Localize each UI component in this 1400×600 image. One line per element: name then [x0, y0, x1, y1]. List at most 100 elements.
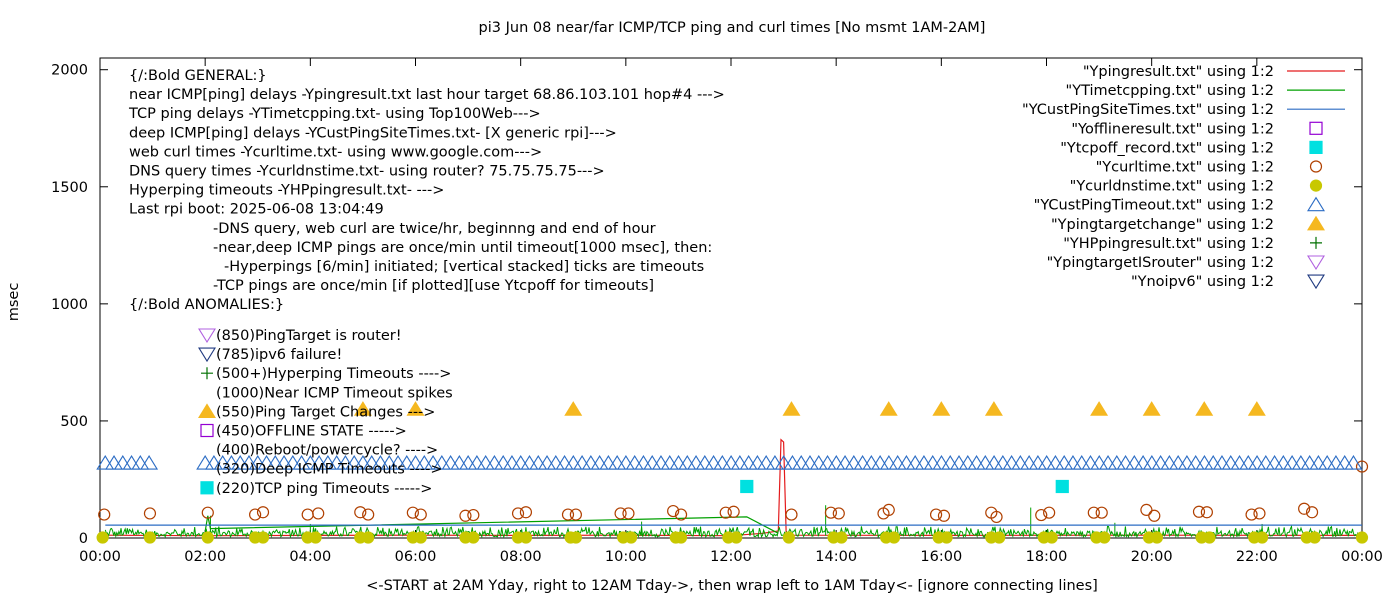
series-marker-5 — [1192, 505, 1206, 518]
custping-timeout-marker — [1099, 455, 1118, 470]
custping-timeout-marker — [555, 455, 574, 470]
y-tick-label: 2000 — [51, 63, 88, 79]
annotation-line: -DNS query, web curl are twice/hr, begin… — [213, 221, 656, 237]
custping-timeout-marker — [879, 455, 898, 470]
y-tick-label: 1000 — [51, 297, 88, 313]
custping-timeout-marker — [546, 455, 565, 470]
custping-timeout-marker — [1318, 455, 1337, 470]
custping-timeout-marker — [283, 455, 302, 470]
x-tick-label: 14:00 — [815, 549, 857, 565]
series-marker-6 — [467, 531, 480, 544]
custping-timeout-marker — [476, 455, 495, 470]
custping-timeout-marker — [1309, 455, 1328, 470]
custping-timeout-marker — [231, 455, 250, 470]
series-marker-5 — [201, 506, 214, 519]
custping-timeout-marker — [1300, 455, 1319, 470]
custping-timeout-marker — [1177, 455, 1196, 470]
custping-timeout-marker — [1221, 455, 1240, 470]
series-marker-5 — [1095, 506, 1108, 519]
series-line-1 — [204, 515, 779, 534]
custping-timeout-marker — [809, 455, 828, 470]
series-marker-6 — [1150, 531, 1164, 544]
anomaly-line: (550)Ping Target Changes ---> — [216, 404, 435, 420]
custping-timeout-marker — [1248, 455, 1267, 470]
custping-timeout-marker — [1107, 455, 1126, 470]
custping-timeout-marker — [967, 455, 986, 470]
anomaly-line: (220)TCP ping Timeouts -----> — [216, 481, 432, 497]
custping-timeout-marker — [327, 455, 346, 470]
custping-timeout-marker — [1142, 455, 1161, 470]
custping-timeout-marker — [976, 455, 995, 470]
series-marker-6 — [201, 531, 214, 544]
series-marker-5 — [312, 507, 325, 520]
custping-timeout-marker — [993, 455, 1012, 470]
custping-timeout-marker — [765, 455, 784, 470]
series-marker-5 — [1253, 507, 1266, 520]
custping-timeout-marker — [958, 455, 977, 470]
custping-timeout-marker — [520, 455, 539, 470]
legend-marker — [1307, 255, 1325, 271]
custping-timeout-marker — [1028, 455, 1047, 470]
annotation-line: DNS query times -Ycurldnstime.txt- using… — [129, 164, 605, 180]
x-tick-label: 12:00 — [710, 549, 752, 565]
anomaly-symbol — [198, 403, 216, 418]
series-marker-6 — [96, 531, 109, 544]
series-marker-5 — [1140, 503, 1153, 517]
custping-timeout-marker — [1274, 455, 1293, 470]
custping-timeout-marker — [1116, 455, 1135, 470]
custping-timeout-marker — [774, 455, 793, 470]
anomaly-line: (785)ipv6 failure! — [216, 347, 342, 363]
series-marker-5 — [674, 508, 688, 521]
custping-timeout-marker — [739, 455, 758, 470]
custping-timeout-marker — [871, 455, 890, 470]
series-marker-5 — [354, 506, 367, 519]
series-marker-6 — [1203, 531, 1216, 544]
series-marker-6 — [993, 531, 1006, 544]
series-marker-5 — [569, 508, 582, 521]
annotation-block: {/:Bold GENERAL:} near ICMP[ping] delays … — [128, 68, 725, 497]
x-tick-label: 00:00 — [1341, 549, 1383, 565]
series-marker-6 — [1355, 531, 1369, 544]
series-marker-6 — [887, 531, 901, 544]
custping-timeout-marker — [985, 455, 1004, 470]
custping-timeout-marker — [406, 455, 425, 470]
series-marker-6 — [782, 531, 795, 544]
custping-timeout-marker — [196, 455, 215, 470]
series-marker-8 — [1195, 401, 1214, 416]
annotation-line: web curl times -Ycurltime.txt- using www… — [129, 144, 542, 160]
custping-timeout-marker — [441, 455, 460, 470]
series-marker-5 — [929, 508, 943, 521]
custping-timeout-marker — [906, 455, 925, 470]
series-marker-6 — [940, 531, 953, 544]
custping-timeout-marker — [608, 455, 627, 470]
series-marker-8 — [353, 401, 372, 416]
legend-entry: "Ytcpoff_record.txt" using 1:2 — [1060, 140, 1274, 156]
series-marker-5 — [824, 506, 838, 519]
custping-timeout-marker — [678, 455, 697, 470]
custping-timeout-marker — [616, 455, 635, 470]
series-marker-8 — [1247, 401, 1266, 416]
custping-timeout-marker — [122, 455, 141, 470]
series-marker-6 — [1098, 531, 1111, 544]
custping-timeout-marker — [1037, 455, 1056, 470]
custping-timeout-marker — [318, 455, 337, 470]
custping-timeout-marker — [730, 455, 749, 470]
custping-timeout-marker — [301, 455, 320, 470]
x-tick-label: 10:00 — [605, 549, 647, 565]
legend-entry: "Ypingresult.txt" using 1:2 — [1083, 64, 1274, 80]
series-marker-5 — [1200, 506, 1213, 519]
legend-entry: "YCustPingTimeout.txt" using 1:2 — [1034, 198, 1274, 214]
custping-timeout-marker — [651, 455, 670, 470]
legend: "Ypingresult.txt" using 1:2 "YTimetcpping… — [1022, 64, 1345, 290]
anomaly-symbol — [198, 347, 216, 363]
legend-marker — [1307, 215, 1325, 231]
custping-timeout-marker — [941, 455, 960, 470]
custping-timeout-marker — [897, 455, 916, 470]
custping-timeout-marker — [266, 455, 285, 470]
y-tick-label: 1500 — [51, 180, 88, 196]
anomaly-line: (400)Reboot/powercycle? ----> — [216, 443, 438, 459]
custping-timeout-marker — [625, 455, 644, 470]
series-marker-5 — [937, 509, 951, 522]
custping-timeout-marker — [1046, 455, 1065, 470]
x-tick-label: 00:00 — [79, 549, 121, 565]
